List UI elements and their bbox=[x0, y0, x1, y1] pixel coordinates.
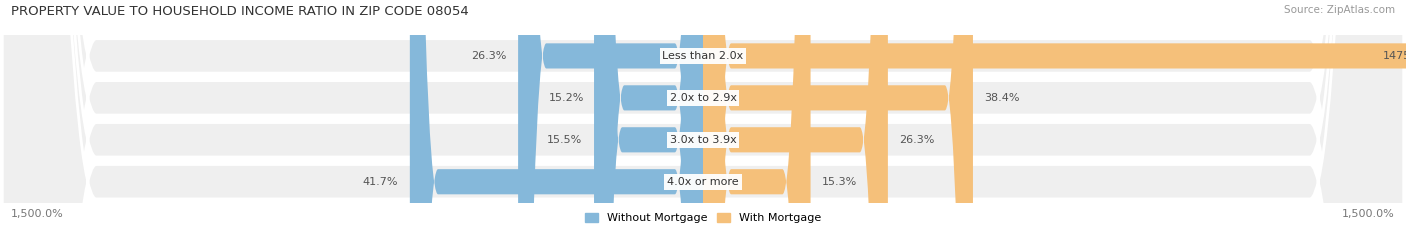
Text: 1475.8%: 1475.8% bbox=[1382, 51, 1406, 61]
Text: 26.3%: 26.3% bbox=[471, 51, 506, 61]
FancyBboxPatch shape bbox=[3, 0, 1403, 233]
Text: 15.2%: 15.2% bbox=[550, 93, 585, 103]
FancyBboxPatch shape bbox=[3, 0, 1403, 233]
Text: 2.0x to 2.9x: 2.0x to 2.9x bbox=[669, 93, 737, 103]
Text: 26.3%: 26.3% bbox=[900, 135, 935, 145]
Legend: Without Mortgage, With Mortgage: Without Mortgage, With Mortgage bbox=[581, 208, 825, 227]
FancyBboxPatch shape bbox=[3, 0, 1403, 233]
Text: 1,500.0%: 1,500.0% bbox=[11, 209, 65, 219]
FancyBboxPatch shape bbox=[596, 0, 703, 233]
Text: 15.5%: 15.5% bbox=[547, 135, 582, 145]
FancyBboxPatch shape bbox=[593, 0, 703, 233]
Text: Less than 2.0x: Less than 2.0x bbox=[662, 51, 744, 61]
Text: 38.4%: 38.4% bbox=[984, 93, 1021, 103]
FancyBboxPatch shape bbox=[703, 0, 889, 233]
Text: Source: ZipAtlas.com: Source: ZipAtlas.com bbox=[1284, 5, 1395, 15]
Text: 1,500.0%: 1,500.0% bbox=[1341, 209, 1395, 219]
Text: PROPERTY VALUE TO HOUSEHOLD INCOME RATIO IN ZIP CODE 08054: PROPERTY VALUE TO HOUSEHOLD INCOME RATIO… bbox=[11, 5, 470, 18]
FancyBboxPatch shape bbox=[517, 0, 703, 233]
FancyBboxPatch shape bbox=[3, 0, 1403, 233]
Text: 4.0x or more: 4.0x or more bbox=[668, 177, 738, 187]
FancyBboxPatch shape bbox=[703, 0, 1406, 233]
FancyBboxPatch shape bbox=[703, 0, 973, 233]
Text: 15.3%: 15.3% bbox=[823, 177, 858, 187]
Text: 41.7%: 41.7% bbox=[363, 177, 398, 187]
FancyBboxPatch shape bbox=[411, 0, 703, 233]
FancyBboxPatch shape bbox=[703, 0, 810, 233]
Text: 3.0x to 3.9x: 3.0x to 3.9x bbox=[669, 135, 737, 145]
